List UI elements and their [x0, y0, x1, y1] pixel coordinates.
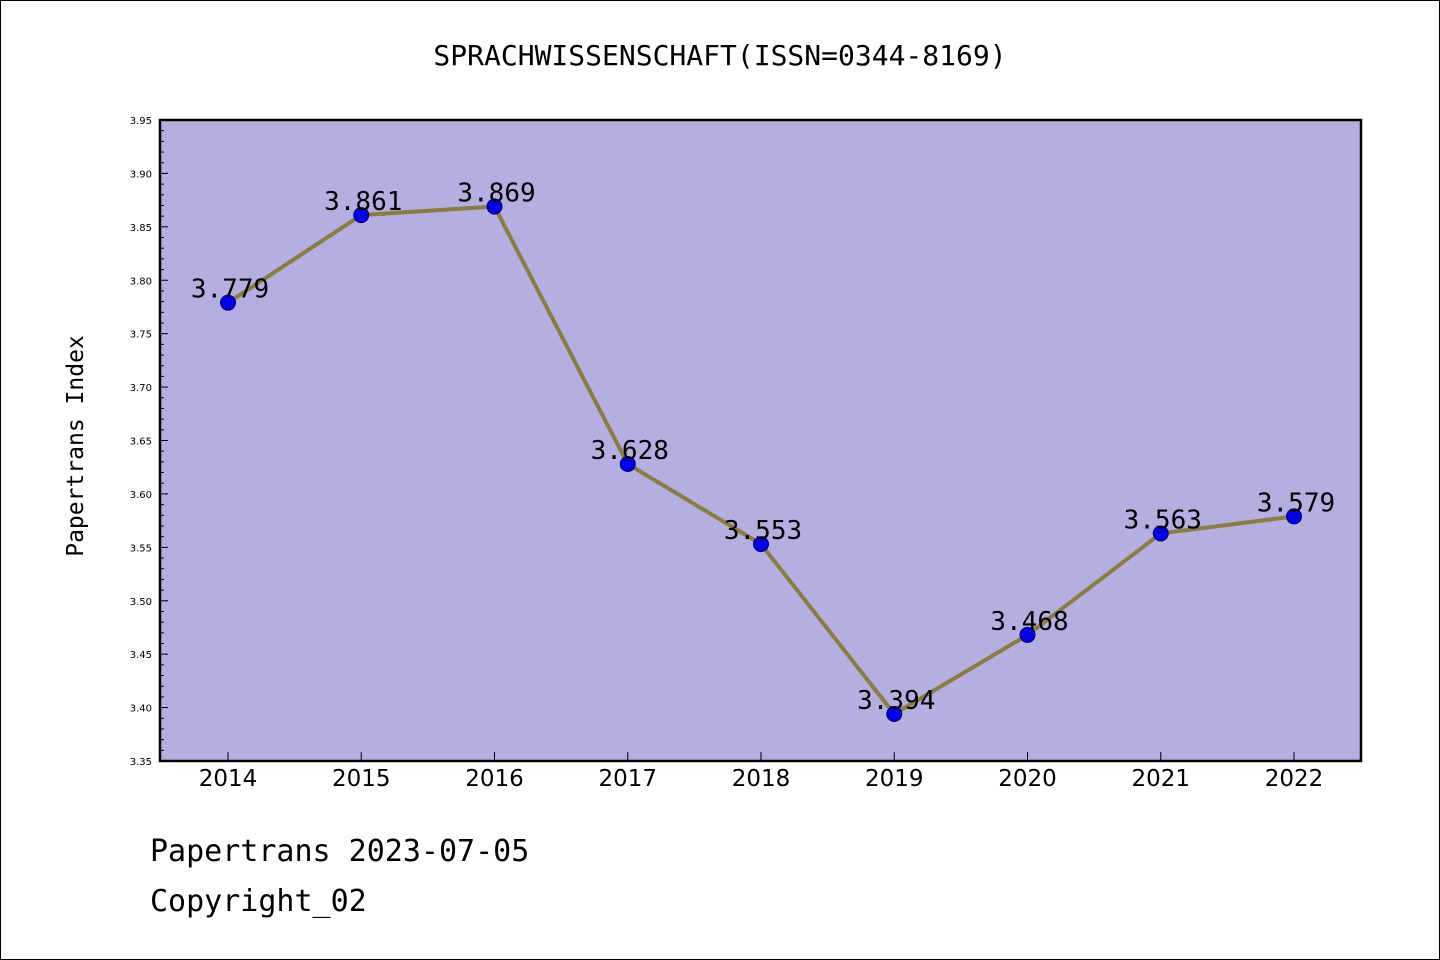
- y-tick-label: 3.75: [130, 330, 152, 341]
- data-label: 3.563: [1124, 505, 1202, 535]
- data-point: [1286, 508, 1302, 525]
- data-label: 3.394: [857, 686, 935, 716]
- data-labels: 3.779 3.861 3.869 3.628 3.553 3.394 3.468 3.563…: [191, 179, 1335, 716]
- data-point: [486, 198, 503, 215]
- x-tick-label: 2021: [1131, 766, 1190, 792]
- y-tick-label: 3.80: [130, 276, 152, 287]
- footer-date-line: Papertrans 2023-07-05: [150, 834, 530, 869]
- data-label: 3.861: [324, 187, 402, 217]
- data-point: [753, 536, 769, 553]
- y-tick-label: 3.50: [130, 597, 152, 608]
- plot-border: [158, 118, 1363, 763]
- x-tick-label: 2020: [998, 766, 1057, 792]
- y-tick-label: 3.60: [130, 490, 152, 501]
- y-tick-label: 3.35: [130, 757, 152, 768]
- x-tick-label: 2014: [199, 766, 258, 792]
- y-tick-label: 3.55: [130, 543, 152, 554]
- plot-area: [160, 120, 1361, 761]
- y-tick-label: 3.65: [130, 437, 152, 448]
- x-tick-label: 2015: [332, 766, 391, 792]
- data-point: [1152, 525, 1169, 542]
- y-tick-label: 3.40: [130, 704, 152, 715]
- data-point: [1019, 626, 1036, 643]
- y-tick-label: 3.70: [130, 383, 152, 394]
- data-point: [619, 456, 636, 473]
- y-tick-label: 3.95: [130, 116, 152, 127]
- y-tick-label: 3.90: [130, 169, 152, 180]
- data-point: [220, 294, 236, 311]
- chart-title: SPRACHWISSENSCHAFT(ISSN=0344-8169): [433, 39, 1007, 72]
- x-tick-label: 2017: [598, 766, 657, 792]
- data-label: 3.468: [990, 607, 1068, 637]
- footer-copyright-line: Copyright_02: [150, 884, 367, 919]
- data-label: 3.628: [591, 436, 669, 466]
- data-point: [353, 207, 370, 224]
- data-markers: [220, 198, 1302, 722]
- x-tick-label: 2022: [1265, 766, 1324, 792]
- x-tick-label: 2016: [465, 766, 524, 792]
- data-label: 3.779: [191, 275, 269, 305]
- y-tick-label: 3.45: [130, 650, 152, 661]
- y-tick-label: 3.85: [130, 223, 152, 234]
- data-point: [886, 705, 903, 722]
- data-label: 3.553: [724, 516, 802, 546]
- x-tick-label: 2018: [732, 766, 791, 792]
- data-label: 3.579: [1257, 488, 1335, 518]
- data-label: 3.869: [457, 179, 535, 209]
- x-axis-ticks: 2014 2015 2016 2017 2018 2019 2020 2021 2022: [199, 752, 1324, 792]
- x-tick-label: 2019: [865, 766, 924, 792]
